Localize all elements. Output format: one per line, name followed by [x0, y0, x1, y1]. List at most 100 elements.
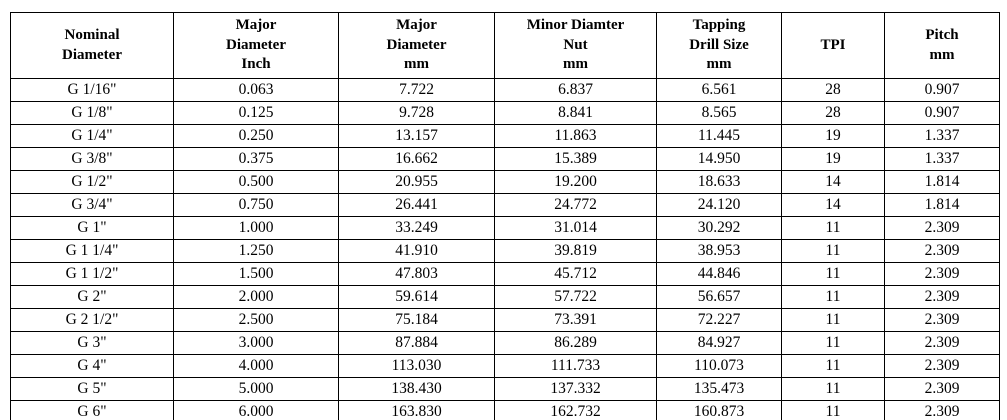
- table-cell: 44.846: [656, 262, 782, 286]
- table-cell: 11: [781, 262, 885, 286]
- table-header: Nominal Diameter Major Diameter Inch Maj…: [10, 12, 1000, 79]
- table-cell: G 3/4": [10, 193, 174, 217]
- column-header-tapping-drill-size-mm: Tapping Drill Size mm: [656, 12, 782, 79]
- table-cell: 28: [781, 78, 885, 102]
- table-cell: 4.000: [173, 354, 339, 378]
- table-cell: 113.030: [338, 354, 495, 378]
- table-cell: G 1": [10, 216, 174, 240]
- table-cell: 1.337: [884, 147, 1000, 171]
- table-cell: 6.837: [494, 78, 657, 102]
- table-cell: 1.250: [173, 239, 339, 263]
- table-body: G 1/16" 0.063 7.722 6.837 6.561 28 0.907 G 1/8"…: [10, 78, 1000, 420]
- table-cell: 19.200: [494, 170, 657, 194]
- table-cell: 11: [781, 331, 885, 355]
- table-row: G 2" 2.000 59.614 57.722 56.657 11 2.309: [10, 285, 1000, 309]
- table-cell: 137.332: [494, 377, 657, 401]
- table-cell: G 3": [10, 331, 174, 355]
- table-cell: G 1 1/4": [10, 239, 174, 263]
- table-cell: 13.157: [338, 124, 495, 148]
- table-cell: 2.309: [884, 377, 1000, 401]
- table-cell: 2.309: [884, 216, 1000, 240]
- table-cell: 8.841: [494, 101, 657, 125]
- table-cell: 8.565: [656, 101, 782, 125]
- table-cell: 0.375: [173, 147, 339, 171]
- table-row: G 1/8" 0.125 9.728 8.841 8.565 28 0.907: [10, 101, 1000, 125]
- table-cell: 6.000: [173, 400, 339, 420]
- table-cell: 56.657: [656, 285, 782, 309]
- table-row: G 1/2" 0.500 20.955 19.200 18.633 14 1.814: [10, 170, 1000, 194]
- table-row: G 1/16" 0.063 7.722 6.837 6.561 28 0.907: [10, 78, 1000, 102]
- table-cell: G 5": [10, 377, 174, 401]
- table-cell: 14.950: [656, 147, 782, 171]
- thread-spec-table: Nominal Diameter Major Diameter Inch Maj…: [10, 12, 1000, 420]
- table-cell: 11: [781, 308, 885, 332]
- table-cell: 30.292: [656, 216, 782, 240]
- table-cell: 1.337: [884, 124, 1000, 148]
- table-cell: 0.750: [173, 193, 339, 217]
- table-cell: G 2 1/2": [10, 308, 174, 332]
- table-row: G 3" 3.000 87.884 86.289 84.927 11 2.309: [10, 331, 1000, 355]
- table-cell: G 3/8": [10, 147, 174, 171]
- table-cell: 2.309: [884, 308, 1000, 332]
- table-cell: 0.907: [884, 101, 1000, 125]
- table-cell: 1.500: [173, 262, 339, 286]
- table-cell: 18.633: [656, 170, 782, 194]
- table-cell: 15.389: [494, 147, 657, 171]
- table-cell: 16.662: [338, 147, 495, 171]
- table-cell: G 4": [10, 354, 174, 378]
- table-cell: 26.441: [338, 193, 495, 217]
- table-cell: 1.814: [884, 193, 1000, 217]
- table-cell: 1.000: [173, 216, 339, 240]
- table-cell: 2.309: [884, 331, 1000, 355]
- table-cell: 0.907: [884, 78, 1000, 102]
- table-cell: 33.249: [338, 216, 495, 240]
- table-cell: G 1/16": [10, 78, 174, 102]
- table-cell: G 1 1/2": [10, 262, 174, 286]
- table-cell: 0.500: [173, 170, 339, 194]
- table-cell: 0.250: [173, 124, 339, 148]
- table-cell: 2.309: [884, 239, 1000, 263]
- table-cell: 41.910: [338, 239, 495, 263]
- table-cell: 11.863: [494, 124, 657, 148]
- table-cell: 3.000: [173, 331, 339, 355]
- table-cell: 19: [781, 147, 885, 171]
- table-cell: 28: [781, 101, 885, 125]
- table-cell: 14: [781, 170, 885, 194]
- column-header-major-diameter-inch: Major Diameter Inch: [173, 12, 339, 79]
- table-cell: 57.722: [494, 285, 657, 309]
- table-cell: 39.819: [494, 239, 657, 263]
- table-cell: G 2": [10, 285, 174, 309]
- table-cell: 1.814: [884, 170, 1000, 194]
- table-cell: 11: [781, 354, 885, 378]
- table-cell: 24.772: [494, 193, 657, 217]
- table-cell: 11: [781, 400, 885, 420]
- table-row: G 1 1/4" 1.250 41.910 39.819 38.953 11 2.309: [10, 239, 1000, 263]
- table-cell: 2.309: [884, 354, 1000, 378]
- table-cell: 2.309: [884, 285, 1000, 309]
- table-row: G 2 1/2" 2.500 75.184 73.391 72.227 11 2.309: [10, 308, 1000, 332]
- table-cell: 14: [781, 193, 885, 217]
- table-cell: 24.120: [656, 193, 782, 217]
- table-cell: 20.955: [338, 170, 495, 194]
- table-cell: 2.309: [884, 262, 1000, 286]
- table-cell: 75.184: [338, 308, 495, 332]
- column-header-nominal-diameter: Nominal Diameter: [10, 12, 174, 79]
- table-cell: G 1/2": [10, 170, 174, 194]
- table-cell: 110.073: [656, 354, 782, 378]
- table-cell: 2.500: [173, 308, 339, 332]
- table-row: G 4" 4.000 113.030 111.733 110.073 11 2.309: [10, 354, 1000, 378]
- table-cell: 162.732: [494, 400, 657, 420]
- table-cell: 5.000: [173, 377, 339, 401]
- table-cell: 11.445: [656, 124, 782, 148]
- table-cell: 72.227: [656, 308, 782, 332]
- table-row: G 3/8" 0.375 16.662 15.389 14.950 19 1.337: [10, 147, 1000, 171]
- table-cell: 19: [781, 124, 885, 148]
- table-cell: 160.873: [656, 400, 782, 420]
- table-cell: 31.014: [494, 216, 657, 240]
- table-row: G 6" 6.000 163.830 162.732 160.873 11 2.309: [10, 400, 1000, 420]
- table-cell: 45.712: [494, 262, 657, 286]
- table-cell: 38.953: [656, 239, 782, 263]
- table-cell: 11: [781, 377, 885, 401]
- column-header-major-diameter-mm: Major Diameter mm: [338, 12, 495, 79]
